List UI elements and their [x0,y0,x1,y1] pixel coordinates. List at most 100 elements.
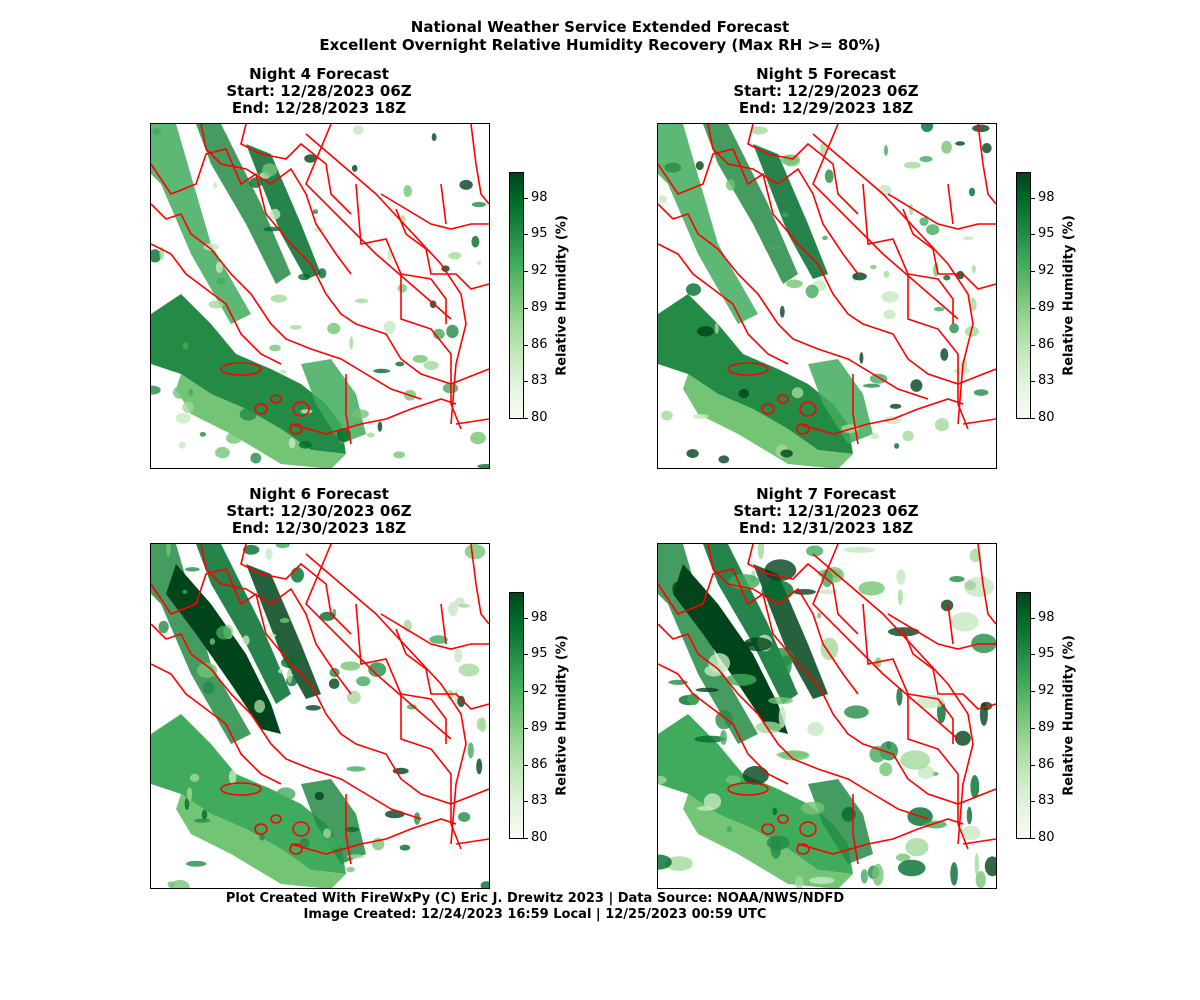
panel-1-night: Night 4 Forecast [249,65,389,83]
humidity-map [151,124,489,468]
panel-3-colorbar [509,592,524,839]
zone-boundary [200,544,352,695]
panel-3-map [150,543,490,889]
humidity-blob [459,179,473,190]
panel-2-night: Night 5 Forecast [756,65,896,83]
colorbar-tick-label: 83 [1038,373,1055,388]
humidity-blob [870,264,877,270]
humidity-blob [312,209,319,215]
colorbar-tick-label: 86 [1038,337,1055,352]
humidity-blob [327,322,341,335]
humidity-blob [879,762,893,777]
colorbar-tickmark [1031,838,1035,839]
humidity-blob [820,637,839,661]
humidity-blob [458,812,471,822]
panel-2-colorbar [1016,172,1031,419]
humidity-blob [349,336,354,350]
humidity-blob [351,409,369,419]
zone-boundary [707,544,859,695]
humidity-blob [287,668,293,684]
humidity-blob [314,791,324,801]
humidity-blob [298,440,312,449]
zone-boundary [455,418,489,425]
colorbar-tick-label: 89 [1038,720,1055,735]
humidity-blob [968,187,976,197]
humidity-blob [725,775,741,785]
humidity-blob [975,871,986,888]
island-boundary [796,423,810,435]
humidity-blob [919,156,933,163]
humidity-blob [768,697,793,705]
panel-1-start: Start: 12/28/2023 06Z [226,82,412,100]
humidity-blob [471,201,487,208]
ridge-humidity-field [703,124,798,284]
humidity-blob [288,437,296,449]
humidity-blob [373,368,391,374]
colorbar-tickmark [1031,691,1035,692]
humidity-blob [795,876,804,888]
humidity-blob [208,300,224,309]
humidity-blob [215,261,223,274]
colorbar-tickmark [1031,308,1035,309]
humidity-blob [905,838,929,857]
colorbar-tickmark [524,765,528,766]
humidity-blob [279,618,290,623]
colorbar-tickmark [524,728,528,729]
colorbar-tickmark [1031,654,1035,655]
humidity-blob [346,766,366,772]
humidity-blob [454,648,463,663]
colorbar-tickmark [1031,728,1035,729]
humidity-blob [896,853,911,862]
colorbar-tick-label: 86 [531,337,548,352]
humidity-blob [476,717,485,731]
island-boundary [777,394,789,404]
humidity-blob [413,812,421,825]
colorbar-tickmark [524,271,528,272]
island-boundary [292,401,310,417]
zone-boundary [151,148,489,385]
humidity-blob [323,828,332,839]
humidity-blob [279,369,287,374]
colorbar-tickmark [524,618,528,619]
zone-boundary [797,398,964,435]
humidity-blob [776,751,809,759]
humidity-blob [772,807,778,816]
colorbar-tick-label: 89 [531,720,548,735]
humidity-blob [203,681,215,695]
humidity-blob [765,648,795,668]
humidity-blob [242,635,250,646]
humidity-blob [786,279,803,289]
zone-boundary [455,838,489,845]
zone-boundary [355,183,462,430]
panel-2-start: Start: 12/29/2023 06Z [733,82,919,100]
humidity-blob [784,801,793,818]
humidity-blob [317,839,328,847]
humidity-blob [764,559,797,581]
island-boundary [270,814,282,824]
colorbar-tick-label: 95 [531,226,548,241]
humidity-blob [188,388,193,397]
humidity-blob [883,309,896,320]
humidity-blob [182,589,188,594]
humidity-blob [196,662,218,678]
colorbar-tick-label: 80 [531,830,548,845]
humidity-blob [186,860,207,867]
ridge-humidity-field [196,544,291,704]
colorbar-tickmark [524,234,528,235]
humidity-blob [664,162,682,173]
colorbar-tickmark [1031,418,1035,419]
humidity-blob [383,320,396,334]
zone-boundary [907,273,954,324]
humidity-blob [347,690,361,704]
humidity-blob [956,270,965,280]
zone-boundary [907,693,954,744]
colorbar-tick-label: 80 [531,410,548,425]
zone-boundary [345,794,352,865]
colorbar-tickmark [1031,801,1035,802]
colorbar-tick-label: 89 [531,300,548,315]
humidity-blob [697,326,714,337]
humidity-blob [870,432,879,440]
zone-boundary [658,148,996,385]
humidity-blob [778,706,786,728]
humidity-blob [725,179,736,191]
